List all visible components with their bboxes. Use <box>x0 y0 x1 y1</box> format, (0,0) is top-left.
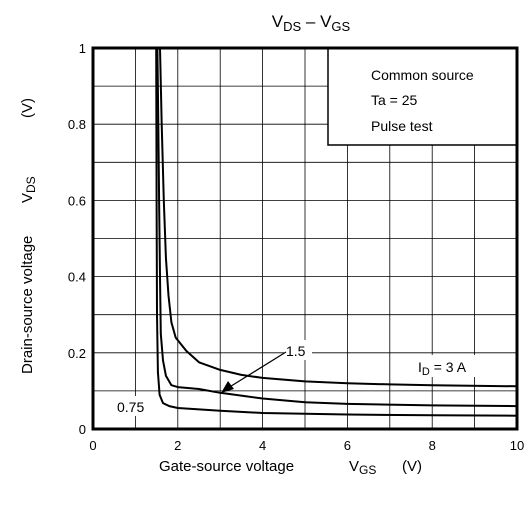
condition-line-2: Ta = 25 <box>371 92 418 108</box>
id-sym: I <box>418 359 422 375</box>
svg-text:ID = 3 A: ID = 3 A <box>418 359 467 378</box>
x-tick-labels: 0 2 4 6 8 10 <box>89 438 524 453</box>
y-axis-unit: (V) <box>19 98 36 118</box>
id-text: = 3 A <box>430 359 467 375</box>
title-sub2: GS <box>331 19 350 34</box>
chart-title: VDS – VGS <box>272 12 351 34</box>
y-axis-sub: DS <box>24 176 38 193</box>
id-sub: D <box>422 366 430 378</box>
y-tick-label: 0.6 <box>68 193 86 208</box>
x-tick-label: 6 <box>344 438 351 453</box>
x-tick-label: 0 <box>89 438 96 453</box>
x-axis-label: Gate-source voltage VGS (V) <box>159 458 422 477</box>
y-axis-text: Drain-source voltage <box>19 236 36 374</box>
label-1-5: 1.5 <box>221 340 312 393</box>
x-tick-label: 4 <box>259 438 266 453</box>
title-main1: V <box>272 12 284 31</box>
y-tick-label: 0.2 <box>68 346 86 361</box>
x-tick-label: 8 <box>429 438 436 453</box>
y-tick-labels: 0 0.2 0.4 0.6 0.8 1 <box>68 41 86 437</box>
plot-frame <box>91 46 519 431</box>
x-axis-unit: (V) <box>402 458 422 475</box>
label-1-5-text: 1.5 <box>286 343 306 359</box>
x-axis-sym: V <box>349 458 359 475</box>
label-1-5-leader <box>227 351 287 389</box>
y-tick-label: 0.8 <box>68 117 86 132</box>
y-axis-sym: V <box>19 193 36 203</box>
title-mid: – V <box>301 12 332 31</box>
series-line-2 <box>156 47 518 408</box>
y-tick-label: 0.4 <box>68 270 86 285</box>
x-axis-sub: GS <box>359 463 376 477</box>
condition-line-3: Pulse test <box>371 118 433 134</box>
x-axis-text: Gate-source voltage <box>159 458 294 475</box>
condition-line-1: Common source <box>371 67 474 83</box>
series-line-1 <box>159 47 518 388</box>
x-tick-label: 2 <box>174 438 181 453</box>
series-curves <box>155 47 518 417</box>
y-tick-label: 1 <box>79 41 86 56</box>
y-tick-label: 0 <box>79 422 86 437</box>
label-id-3a: ID = 3 A <box>414 355 484 378</box>
y-axis-label: Drain-source voltage VDS (V) <box>19 98 38 374</box>
series-line-3 <box>155 47 518 417</box>
label-0-75-text: 0.75 <box>117 399 144 415</box>
x-tick-label: 10 <box>510 438 524 453</box>
label-0-75: 0.75 <box>114 396 152 416</box>
title-sub1: DS <box>283 19 301 34</box>
label-1-5-arrowhead <box>221 381 234 393</box>
